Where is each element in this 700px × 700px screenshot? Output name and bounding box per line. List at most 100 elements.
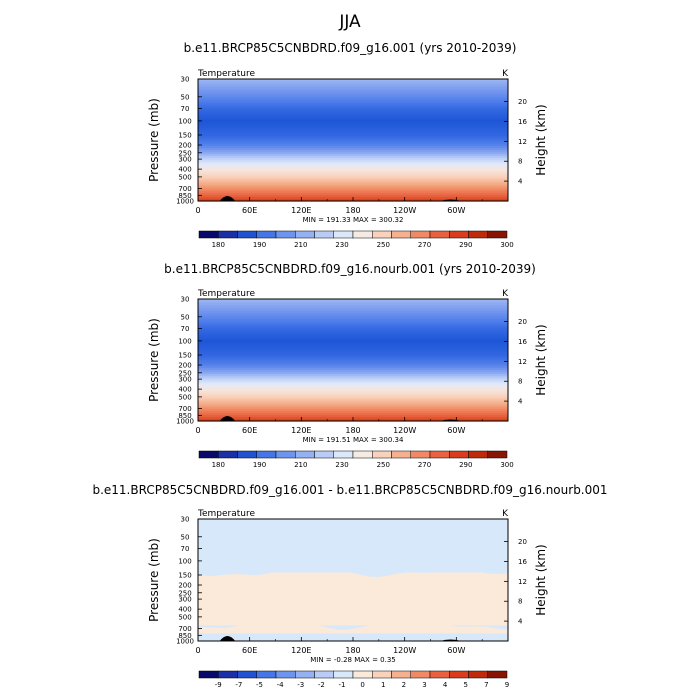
panel-2-band <box>198 372 508 375</box>
panel-1-field <box>198 79 508 202</box>
panel-3-ytick-label: 250 <box>178 589 191 597</box>
panel-1-band <box>198 83 508 86</box>
panel-1-band <box>198 184 508 188</box>
panel-1-band <box>198 121 508 125</box>
panel-2-band <box>198 341 508 345</box>
panel-3-colorbar-label: -1 <box>339 681 346 689</box>
panel-3-colorbar-box <box>218 670 238 679</box>
panel-1-height-tick-label: 8 <box>518 158 522 166</box>
panel-1-ytick-label: 250 <box>178 149 191 157</box>
panel-2-band <box>198 355 508 359</box>
panel-3-ytick-label: 30 <box>181 516 190 524</box>
panel-2-field <box>198 299 508 422</box>
panel-3-variable-label: Temperature <box>197 509 255 519</box>
panel-1-colorbar-box <box>198 230 219 239</box>
panel-1-ytick-label: 700 <box>178 185 191 193</box>
panel-2-colorbar-box <box>449 450 469 459</box>
panel-1-band <box>198 148 508 151</box>
panel-1-colorbar-box <box>410 230 431 239</box>
panel-2-ytick-label: 150 <box>178 351 191 359</box>
panel-2-band <box>198 351 508 355</box>
panel-2-colorbar-box <box>429 450 450 459</box>
panel-2-band <box>198 392 508 396</box>
panel-2-height-tick-label: 16 <box>518 338 527 346</box>
panel-2-ytick-label: 100 <box>178 337 191 345</box>
panel-3-ytick-label: 100 <box>178 557 191 565</box>
panel-2-band <box>198 309 508 312</box>
panel-1-band <box>198 93 508 96</box>
panel-2-colorbar-box <box>295 450 315 459</box>
panel-1-band <box>198 135 508 139</box>
panel-3-ytick-label: 150 <box>178 571 191 579</box>
panel-3-ytick-label: 400 <box>178 606 191 614</box>
panel-3-colorbar-box <box>237 670 257 679</box>
panel-1-band <box>198 129 508 133</box>
panel-1-band <box>198 109 508 113</box>
panel-3-colorbar-box <box>256 670 277 679</box>
panel-2-band <box>198 331 508 335</box>
panel-2-colorbar-box <box>372 450 392 459</box>
panel-2-ytick-label: 50 <box>181 313 190 321</box>
panel-1-band <box>198 131 508 135</box>
panel-1-band <box>198 119 508 123</box>
panel-3-ytick-label: 700 <box>178 625 191 633</box>
panel-3-ytick-label: 70 <box>181 545 190 553</box>
panel-3-colorbar-label: 4 <box>443 681 448 689</box>
panel-2-band <box>198 323 508 327</box>
panel-2-band <box>198 414 508 418</box>
panel-2-colorbar-box <box>237 450 257 459</box>
panel-2-band <box>198 400 508 404</box>
panel-2-colorbar-box <box>487 450 508 459</box>
panel-2-height-tick-label: 12 <box>518 358 527 366</box>
panel-2-band <box>198 368 508 371</box>
panel-2-height-tick-label: 20 <box>518 318 527 326</box>
panel-3-units-label: K <box>502 509 509 519</box>
panel-3-colorbar-label: -3 <box>297 681 304 689</box>
panel-2-band <box>198 333 508 337</box>
panel-2-colorbar-box <box>352 450 373 459</box>
panel-1-band <box>198 107 508 111</box>
panel-3-ylabel-right: Height (km) <box>534 544 548 615</box>
panel-2-colorbar-box <box>468 450 488 459</box>
panel-1-band <box>198 146 508 149</box>
panel-2-ytick-label: 400 <box>178 386 191 394</box>
panel-3-colorbar-box <box>275 670 296 679</box>
panel-1-band <box>198 162 508 165</box>
panel-3-region <box>198 572 508 626</box>
panel-2-ytick-label: 300 <box>178 376 191 384</box>
panel-1-xtick-label: 180 <box>345 206 360 215</box>
panel-1-band <box>198 178 508 182</box>
panel-3-xtick-label: 60E <box>242 646 257 655</box>
panel-3-height-tick-label: 16 <box>518 558 527 566</box>
panel-2-colorbar-label: 290 <box>459 461 472 469</box>
panel-1-band <box>198 152 508 155</box>
panel-1-band <box>198 186 508 190</box>
panel-1-band <box>198 172 508 176</box>
panel-2-ytick-label: 500 <box>178 393 191 401</box>
panel-1-colorbar-box <box>256 230 277 239</box>
panel-3-field <box>198 519 508 641</box>
panel-3-region <box>198 519 508 573</box>
panel-2-band <box>198 353 508 357</box>
panel-3-colorbar-label: 0 <box>360 681 364 689</box>
panel-2-ytick-label: 850 <box>178 412 191 420</box>
panel-2-band <box>198 337 508 341</box>
panel-3-colorbar-box <box>449 670 469 679</box>
panel-3-colorbar-box <box>314 670 334 679</box>
panel-3-colorbar-box <box>372 670 392 679</box>
panel-3-colorbar-label: -4 <box>277 681 285 689</box>
panel-1-band <box>198 113 508 117</box>
panel-1-ytick-label: 1000 <box>176 198 194 206</box>
panel-1-band <box>198 127 508 131</box>
panel-2-band <box>198 360 508 363</box>
panel-2-band <box>198 412 508 416</box>
panel-1-band <box>198 115 508 119</box>
panel-1-band <box>198 156 508 159</box>
panel-1-ytick-label: 850 <box>178 192 191 200</box>
panel-1-band <box>198 123 508 127</box>
panel-3-ytick-label: 850 <box>178 632 191 640</box>
panel-1-colorbar-box <box>429 230 450 239</box>
panel-2-band <box>198 386 508 390</box>
panel-1-band <box>198 91 508 94</box>
panel-2-colorbar-label: 210 <box>294 461 307 469</box>
